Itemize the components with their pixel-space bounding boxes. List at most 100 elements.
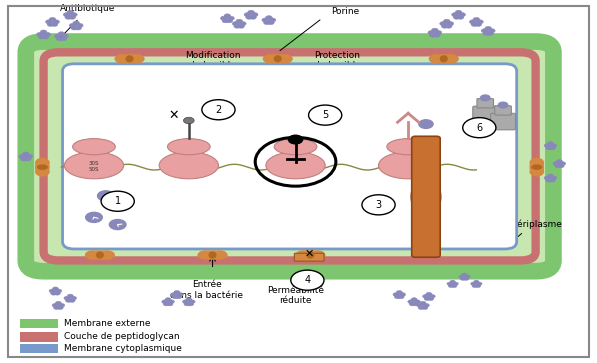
Circle shape	[481, 29, 488, 33]
Circle shape	[65, 15, 72, 19]
Circle shape	[544, 144, 550, 147]
Circle shape	[476, 282, 482, 285]
Circle shape	[488, 29, 495, 33]
Text: ✕: ✕	[169, 109, 179, 122]
Circle shape	[464, 275, 470, 278]
Ellipse shape	[441, 56, 447, 62]
Circle shape	[75, 26, 82, 30]
Circle shape	[559, 162, 566, 166]
Circle shape	[168, 300, 174, 303]
FancyBboxPatch shape	[412, 136, 440, 257]
Text: 4: 4	[304, 275, 310, 285]
Circle shape	[97, 191, 114, 201]
Circle shape	[453, 15, 460, 19]
Circle shape	[232, 21, 239, 26]
Circle shape	[460, 277, 466, 280]
Circle shape	[86, 212, 102, 223]
Circle shape	[544, 176, 550, 180]
Ellipse shape	[530, 159, 543, 167]
Circle shape	[167, 302, 173, 306]
Circle shape	[393, 293, 399, 297]
Ellipse shape	[263, 55, 277, 63]
Circle shape	[248, 10, 254, 14]
Circle shape	[426, 292, 432, 296]
Circle shape	[165, 298, 171, 301]
FancyBboxPatch shape	[495, 106, 511, 115]
Ellipse shape	[101, 251, 114, 259]
Circle shape	[395, 295, 401, 299]
Text: 5: 5	[322, 110, 328, 120]
Circle shape	[547, 174, 553, 178]
Circle shape	[433, 33, 440, 37]
Circle shape	[451, 13, 458, 17]
Circle shape	[69, 15, 76, 19]
Text: 3: 3	[376, 200, 381, 210]
Text: 2: 2	[216, 105, 221, 115]
Circle shape	[451, 284, 457, 287]
Ellipse shape	[275, 56, 281, 62]
Circle shape	[61, 34, 68, 38]
Circle shape	[69, 299, 75, 302]
Circle shape	[162, 300, 168, 303]
Text: ✕: ✕	[304, 249, 314, 259]
Circle shape	[418, 306, 424, 310]
Ellipse shape	[266, 152, 325, 179]
FancyBboxPatch shape	[63, 64, 516, 249]
Circle shape	[409, 302, 416, 306]
Ellipse shape	[86, 251, 99, 259]
Circle shape	[266, 16, 272, 20]
Text: Efflux actif: Efflux actif	[358, 164, 407, 174]
Text: ARN: ARN	[167, 177, 186, 186]
Circle shape	[38, 35, 45, 39]
Ellipse shape	[311, 251, 325, 259]
Text: Protection
de la cible: Protection de la cible	[313, 51, 361, 70]
FancyBboxPatch shape	[20, 332, 59, 342]
FancyBboxPatch shape	[20, 344, 59, 354]
Ellipse shape	[530, 168, 543, 176]
Circle shape	[267, 21, 274, 25]
Circle shape	[54, 306, 60, 310]
Circle shape	[445, 24, 452, 28]
Circle shape	[24, 157, 31, 161]
Circle shape	[432, 28, 438, 32]
Circle shape	[222, 19, 229, 23]
Circle shape	[413, 302, 419, 306]
Circle shape	[36, 32, 44, 36]
Circle shape	[447, 21, 454, 26]
Text: 6: 6	[476, 123, 482, 132]
Circle shape	[73, 21, 79, 25]
Circle shape	[423, 303, 429, 307]
Ellipse shape	[387, 139, 429, 155]
Circle shape	[51, 23, 58, 26]
Text: Ribosome: Ribosome	[273, 177, 318, 186]
Circle shape	[66, 299, 72, 302]
Circle shape	[481, 95, 490, 101]
Circle shape	[163, 302, 170, 306]
Text: Membrane externe: Membrane externe	[64, 319, 151, 328]
Text: Membrane cytoplasmique: Membrane cytoplasmique	[64, 344, 182, 353]
FancyBboxPatch shape	[477, 99, 494, 108]
Circle shape	[239, 21, 246, 26]
Circle shape	[183, 117, 194, 124]
Ellipse shape	[429, 55, 458, 63]
Circle shape	[172, 295, 179, 299]
Ellipse shape	[64, 152, 124, 179]
Circle shape	[429, 294, 435, 298]
Circle shape	[408, 300, 414, 303]
Circle shape	[398, 295, 404, 299]
Circle shape	[461, 273, 467, 276]
Circle shape	[202, 100, 235, 120]
Ellipse shape	[209, 252, 216, 258]
Ellipse shape	[131, 55, 144, 63]
Circle shape	[429, 33, 436, 37]
Ellipse shape	[38, 165, 47, 169]
Ellipse shape	[198, 251, 227, 259]
Circle shape	[396, 290, 402, 294]
Circle shape	[56, 37, 63, 41]
Circle shape	[420, 301, 426, 305]
Circle shape	[419, 120, 433, 129]
Circle shape	[441, 24, 448, 28]
Circle shape	[67, 294, 73, 298]
Circle shape	[483, 31, 490, 36]
Circle shape	[262, 18, 269, 22]
